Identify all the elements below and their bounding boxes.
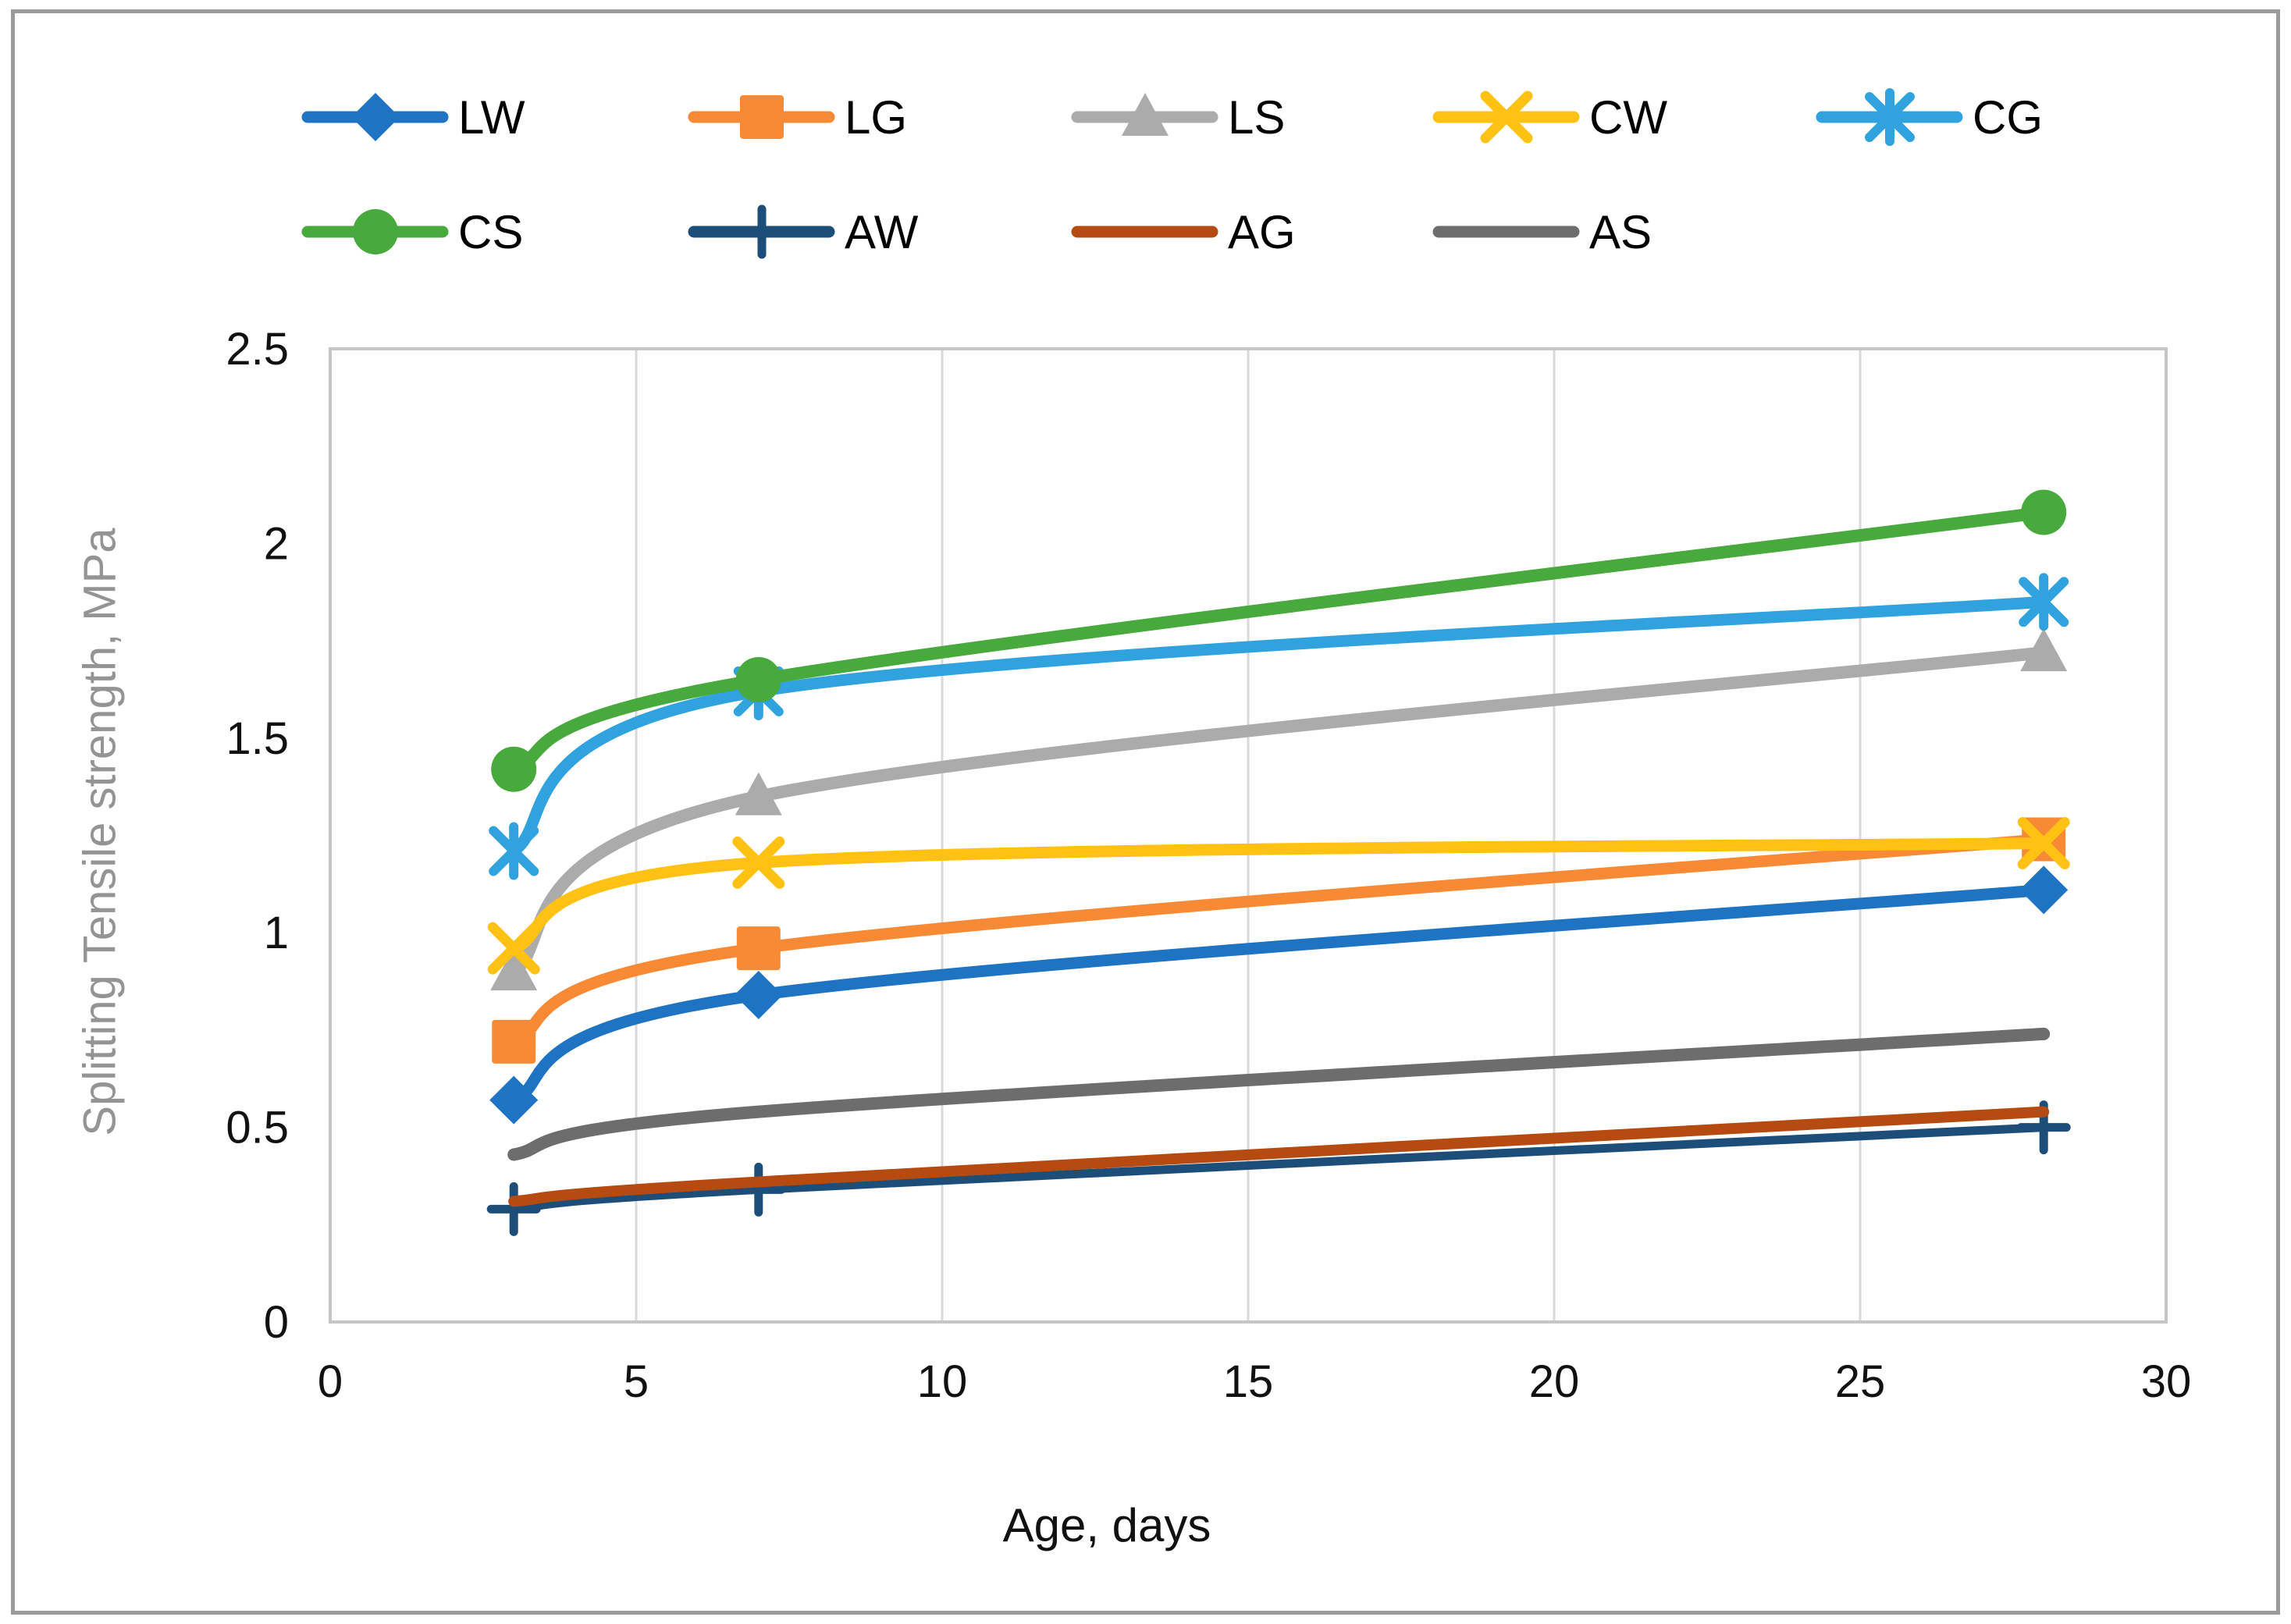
x-tick-label-15: 15 (1223, 1356, 1274, 1407)
legend-label-LW: LW (458, 91, 525, 144)
series-CW-line (507, 837, 2050, 954)
legend-label-AS: AS (1589, 206, 1652, 258)
legend-item-CS: CS (301, 206, 523, 258)
y-tick-label-2: 2 (264, 518, 289, 569)
legend-marker-LW-icon (351, 93, 400, 141)
series-LW (489, 865, 2069, 1125)
series-CG-marker-day28 (2019, 573, 2069, 631)
legend-label-LS: LS (1228, 91, 1285, 144)
legend-marker-CW-icon (1480, 91, 1533, 144)
legend-item-AS: AS (1432, 206, 1652, 258)
x-axis-title: Age, days (1002, 1499, 1211, 1551)
legend-label-LG: LG (845, 91, 907, 144)
legend-item-LW: LW (301, 91, 525, 144)
series-AW-line (509, 1123, 2048, 1214)
series-LG-marker-day3 (492, 1019, 536, 1064)
series-CW-marker-day3 (487, 922, 540, 975)
series-LW-line (507, 883, 2050, 1107)
legend-label-AW: AW (845, 206, 919, 258)
series-LG-line (507, 833, 2050, 1048)
x-tick-label-10: 10 (917, 1356, 968, 1407)
y-tick-label-1: 1 (264, 908, 289, 958)
series-CS-marker-day28 (2021, 489, 2067, 535)
series-CS-marker-day7 (735, 656, 781, 702)
series-LW-marker-day7 (734, 971, 783, 1020)
y-axis-title: Splitting Tensile strength, MPa (74, 528, 126, 1136)
series-CW-marker-day7 (732, 836, 785, 889)
legend-item-CW: CW (1432, 91, 1667, 144)
legend-label-CS: CS (458, 206, 523, 258)
series-AG-line (508, 1106, 2050, 1207)
series-CW (487, 816, 2070, 975)
y-tick-label-0: 0 (264, 1297, 289, 1348)
series-AG (508, 1106, 2050, 1207)
series-CG-line (507, 595, 2050, 857)
legend-label-CG: CG (1973, 91, 2043, 144)
series-LS-marker-day7 (735, 772, 782, 816)
legend-label-AG: AG (1228, 206, 1296, 258)
legend-marker-CG-icon (1865, 88, 1915, 146)
series-LS-marker-day3 (490, 947, 538, 991)
series-LW-marker-day3 (489, 1075, 539, 1125)
y-tick-label-1.5: 1.5 (226, 713, 289, 764)
y-tick-label-2.5: 2.5 (226, 324, 289, 375)
series-CW-marker-day28 (2017, 816, 2070, 869)
legend-marker-LS-icon (1122, 93, 1169, 136)
legend-item-AG: AG (1071, 206, 1296, 258)
x-tick-label-0: 0 (318, 1356, 343, 1407)
series-CG-marker-day3 (489, 822, 539, 880)
series-AS-line (507, 1027, 2051, 1161)
y-tick-label-0.5: 0.5 (226, 1103, 289, 1153)
plot-border (329, 347, 2168, 1324)
legend-label-CW: CW (1589, 91, 1667, 144)
series-CS (491, 489, 2067, 792)
series-AW-marker-day3 (486, 1182, 541, 1236)
series-LW-marker-day28 (2019, 865, 2069, 915)
series-CS-marker-day3 (491, 746, 537, 792)
series-LS-marker-day28 (2020, 628, 2068, 672)
legend-marker-AW-icon (735, 204, 789, 259)
legend-item-LG: LG (688, 91, 907, 144)
x-tick-label-30: 30 (2141, 1356, 2192, 1407)
legend-item-AW: AW (688, 204, 919, 259)
legend-item-CG: CG (1816, 88, 2043, 146)
legend-item-LS: LS (1071, 91, 1285, 144)
series-AW-marker-day7 (731, 1162, 786, 1217)
x-tick-label-20: 20 (1529, 1356, 1580, 1407)
series-CS-line (507, 506, 2051, 776)
x-tick-label-5: 5 (624, 1356, 649, 1407)
x-tick-label-25: 25 (1835, 1356, 1886, 1407)
series-AS (507, 1027, 2051, 1161)
legend-marker-LG-icon (740, 95, 784, 139)
series-LG-marker-day7 (736, 926, 781, 971)
legend-marker-CS-icon (353, 209, 398, 254)
